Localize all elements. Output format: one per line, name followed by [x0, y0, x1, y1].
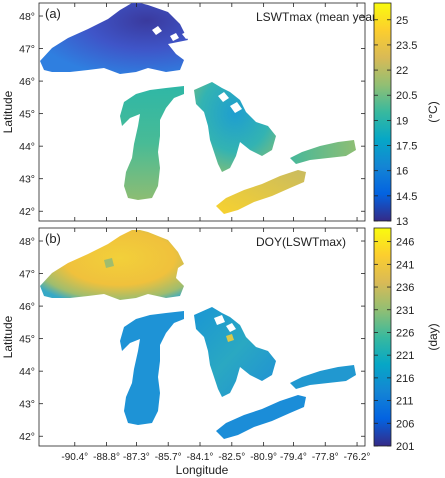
colorbar-tick-label: 206: [396, 418, 414, 430]
colorbar-tick-label: 13: [396, 216, 408, 228]
panel-b-y-ticks: 42° 43° 44° 45° 46° 47° 48°: [19, 236, 365, 443]
colorbar-tick-label: 201: [396, 441, 414, 453]
x-tick-label: -82.5°: [218, 452, 245, 463]
panel-a-colorbar: [373, 2, 392, 222]
panel-b-lake-ontario: [290, 365, 356, 389]
panel-a: (a) LSWTmax (mean year) 42°43°44°45°46°4…: [19, 2, 440, 228]
x-tick-label: -90.4°: [61, 452, 88, 463]
x-tick-label: -84.1°: [187, 452, 214, 463]
y-tick-label: 47°: [19, 44, 35, 56]
x-tick-label: -87.3°: [123, 452, 150, 463]
panel-a-colorbar-label: (°C): [426, 101, 440, 122]
y-tick-label: 45°: [19, 334, 35, 346]
colorbar-tick-label: 23.5: [396, 40, 417, 52]
colorbar-tick-label: 19: [396, 115, 408, 127]
y-tick-label: 43°: [19, 174, 35, 186]
colorbar-tick-label: 14.5: [396, 191, 417, 203]
y-tick-label: 48°: [19, 11, 35, 23]
colorbar-tick-label: 20.5: [396, 90, 417, 102]
y-tick-label: 46°: [19, 301, 35, 313]
colorbar-tick-label: 16: [396, 166, 408, 178]
x-axis-title: Longitude: [176, 463, 229, 477]
colorbar-tick-label: 246: [396, 237, 414, 249]
x-tick-label: -79.4°: [280, 452, 307, 463]
panel-a-lake-michigan: [120, 86, 184, 200]
colorbar-tick-label: 211: [396, 396, 414, 408]
y-tick-label: 43°: [19, 399, 35, 411]
y-tick-label: 46°: [19, 76, 35, 88]
panel-a-title: LSWTmax (mean year): [256, 10, 380, 24]
panel-a-lake-huron: [194, 82, 276, 172]
panel-b-lake-michigan: [120, 311, 184, 425]
y-tick-label: 47°: [19, 269, 35, 281]
panel-b-title: DOY(LSWTmax): [256, 235, 346, 249]
x-tick-label: -76.2°: [344, 452, 371, 463]
colorbar-tick-label: 216: [396, 373, 414, 385]
y-tick-label: 44°: [19, 366, 35, 378]
panel-a-label: (a): [45, 6, 61, 21]
panel-a-y-ticks: 42° 43° 44° 45° 46° 47° 48°: [19, 3, 365, 221]
panel-b-colorbar-ticks: 201 206 211 216 221 226 231 236 241 246: [374, 237, 414, 453]
colorbar-tick-label: 236: [396, 282, 414, 294]
colorbar-tick-label: 17.5: [396, 141, 417, 153]
panel-a-colorbar-ticks: 13 14.5 16 17.5 19 20.5 22 23.5 25: [374, 15, 417, 228]
y-tick-label: 45°: [19, 109, 35, 121]
panel-b-colorbar: [373, 227, 392, 447]
x-tick-label: -88.8°: [93, 452, 120, 463]
y-tick-label: 42°: [19, 206, 35, 218]
panel-b-colorbar-label: (day): [426, 323, 440, 350]
colorbar-tick-label: 22: [396, 65, 408, 77]
y-tick-label: 44°: [19, 141, 35, 153]
colorbar-tick-label: 231: [396, 305, 414, 317]
panel-b-x-ticks: -90.4° -88.8° -87.3° -85.7° -84.1° -82.5° -80.…: [61, 228, 370, 463]
panel-b-label: (b): [45, 231, 61, 246]
colorbar-tick-label: 25: [396, 15, 408, 27]
colorbar-tick-label: 226: [396, 327, 414, 339]
y-tick-label: 42°: [19, 431, 35, 443]
x-tick-label: -77.8°: [312, 452, 339, 463]
x-tick-label: -85.7°: [155, 452, 182, 463]
panel-a-lake-superior: [40, 3, 188, 74]
panel-b: (b) DOY(LSWTmax) 42° 43° 44° 45° 46° 47° 48° -…: [19, 227, 440, 463]
colorbar-tick-label: 241: [396, 259, 414, 271]
panel-b-lake-erie: [216, 395, 306, 439]
x-tick-label: -80.9°: [250, 452, 277, 463]
ylabel-b: Latitude: [1, 315, 15, 358]
colorbar-tick-label: 221: [396, 350, 414, 362]
panel-a-lake-ontario: [290, 140, 356, 164]
panel-a-lake-erie: [216, 170, 306, 214]
panel-b-lake-huron: [194, 307, 276, 397]
ylabel-a: Latitude: [1, 90, 15, 133]
y-tick-label: 48°: [19, 236, 35, 248]
